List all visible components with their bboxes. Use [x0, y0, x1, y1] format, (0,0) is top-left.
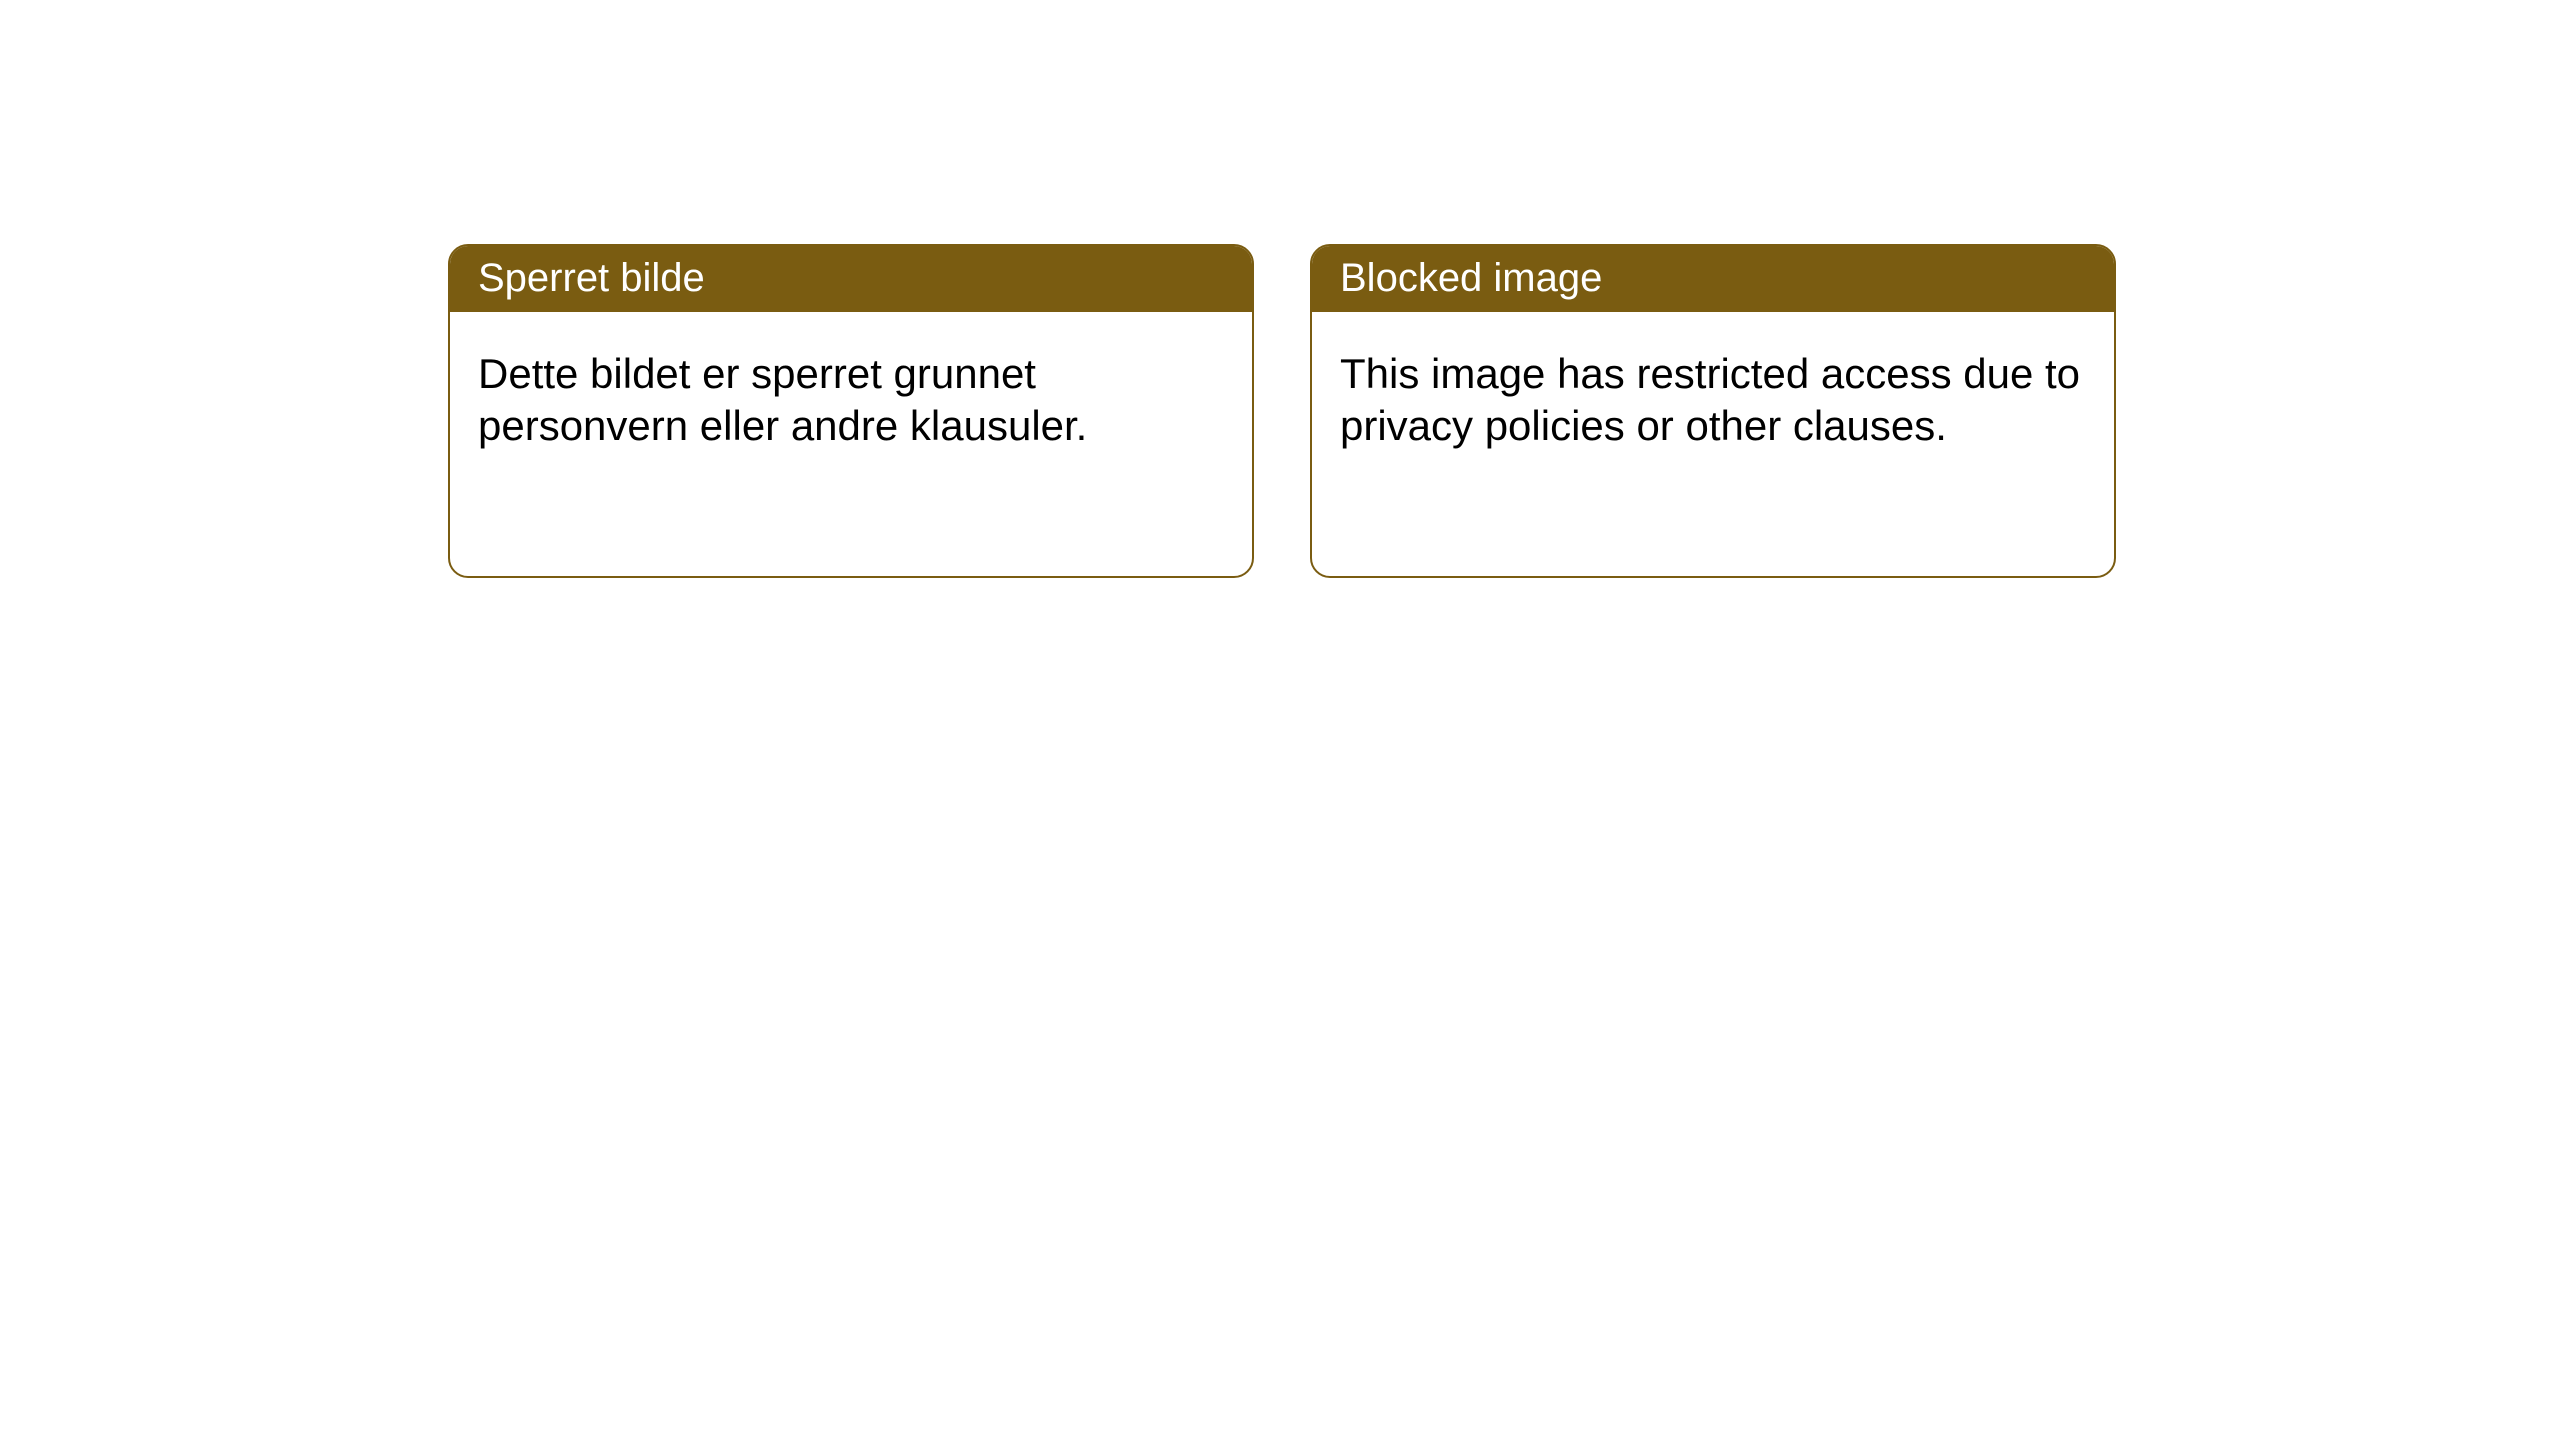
- notice-card-norwegian: Sperret bilde Dette bildet er sperret gr…: [448, 244, 1254, 578]
- notice-header: Sperret bilde: [450, 246, 1252, 312]
- notice-header: Blocked image: [1312, 246, 2114, 312]
- notice-container: Sperret bilde Dette bildet er sperret gr…: [0, 0, 2560, 578]
- notice-body: This image has restricted access due to …: [1312, 312, 2114, 487]
- notice-card-english: Blocked image This image has restricted …: [1310, 244, 2116, 578]
- notice-body: Dette bildet er sperret grunnet personve…: [450, 312, 1252, 487]
